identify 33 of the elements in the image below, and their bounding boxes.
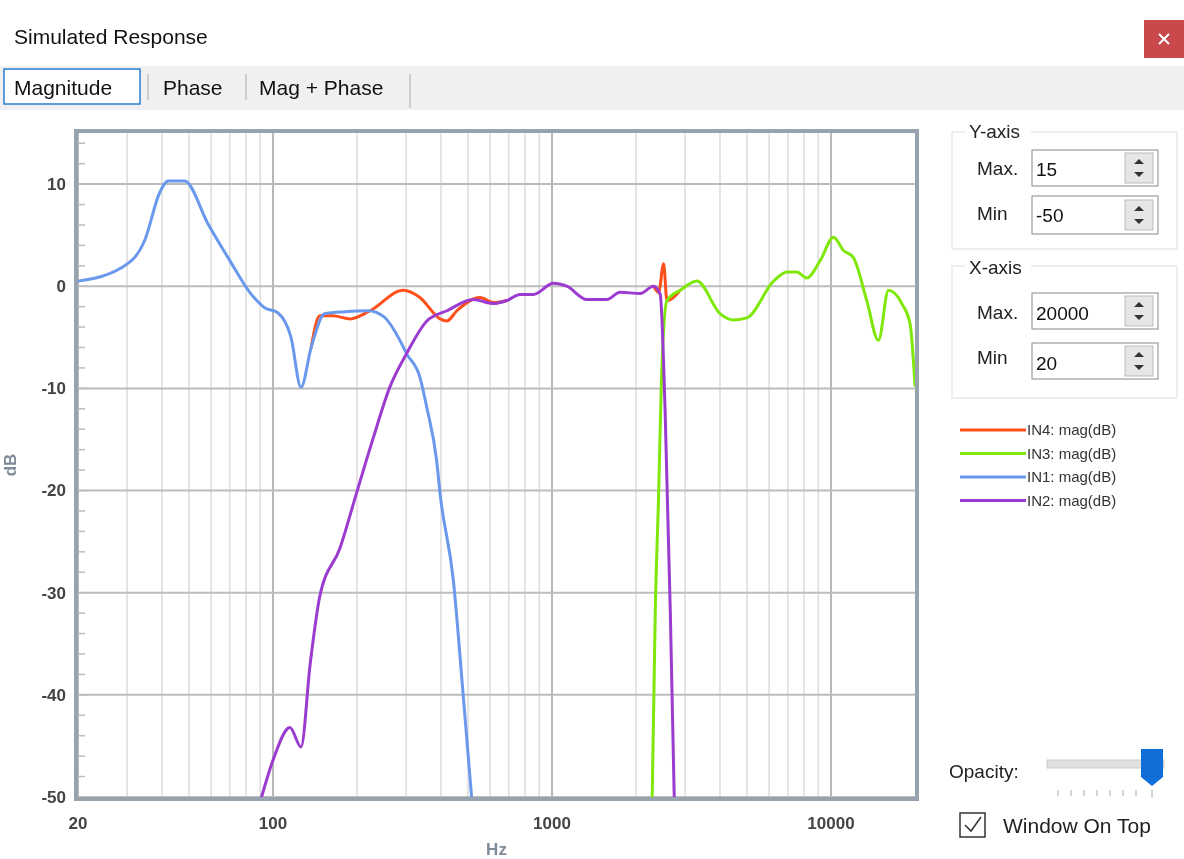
legend-label: IN2: mag(dB) (1027, 491, 1117, 509)
x-tick-label: 100 (258, 814, 288, 833)
legend-label: IN3: mag(dB) (1027, 444, 1117, 462)
chart-title: Simulated Response (14, 25, 208, 48)
x-axis-title: Hz (486, 840, 507, 859)
text: 20000 (1036, 303, 1089, 324)
text: 20 (1036, 353, 1058, 374)
text: Y-axis (969, 121, 1021, 142)
y-tick-label: -50 (41, 787, 66, 807)
legend-label: IN1: mag(dB) (1027, 468, 1117, 486)
y-tick-label: -10 (41, 379, 66, 399)
text: Max. (977, 302, 1019, 323)
text: Opacity: (949, 761, 1019, 782)
y-tick-label: 0 (56, 277, 66, 297)
y-tick-label: -30 (41, 583, 66, 603)
text: Min (977, 203, 1008, 224)
legend-label: IN4: mag(dB) (1027, 421, 1117, 439)
y-tick-label: -40 (41, 685, 66, 705)
text: Mag + Phase (259, 76, 384, 99)
text: Magnitude (14, 76, 113, 99)
x-tick-label: 1000 (533, 814, 571, 833)
x-tick-label: 20 (68, 814, 88, 833)
text: Window On Top (1003, 814, 1151, 837)
text: X-axis (969, 257, 1022, 278)
y-axis-title: dB (1, 453, 20, 477)
x-tick-label: 10000 (807, 814, 855, 833)
text: 15 (1036, 159, 1058, 180)
text: Phase (163, 76, 223, 99)
text: -50 (1036, 205, 1064, 226)
y-tick-label: -20 (41, 481, 66, 501)
text: Min (977, 347, 1008, 368)
text: Max. (977, 158, 1019, 179)
y-tick-label: 10 (47, 175, 66, 195)
